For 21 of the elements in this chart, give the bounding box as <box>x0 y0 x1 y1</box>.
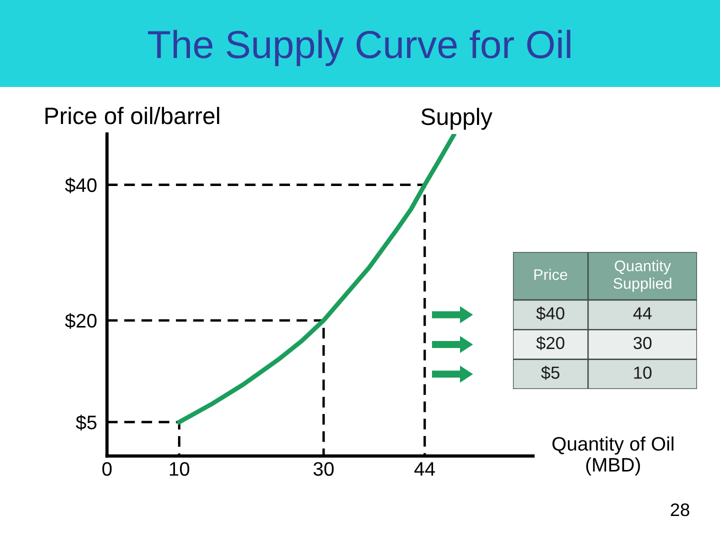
x-tick-label: 30 <box>314 462 334 476</box>
y-tick-label: $20 <box>65 313 97 329</box>
text: 44 <box>633 307 652 320</box>
line-series <box>176 134 456 424</box>
x-axis-title: Quantity of Oil (MBD) <box>552 436 674 476</box>
y-axis-title: Price of oil/barrel <box>46 106 220 124</box>
series-label: Supply <box>421 108 492 130</box>
text: 10 <box>634 366 652 379</box>
x-tick-label: 0 <box>102 462 112 476</box>
text: $40 <box>536 306 564 320</box>
text: $5 <box>541 366 560 380</box>
x-tick-label: 10 <box>170 462 190 476</box>
text: 28 <box>670 503 690 516</box>
chart-title: The Supply Curve for Oil <box>148 30 570 66</box>
text: $20 <box>536 336 564 350</box>
y-tick-label: $40 <box>65 177 97 194</box>
category-label: Price <box>534 268 568 280</box>
text: 30 <box>634 336 652 350</box>
x-tick-label: 44 <box>414 462 435 476</box>
category-label: Quantity Supplied <box>614 260 672 292</box>
y-tick-label: $5 <box>76 414 96 430</box>
